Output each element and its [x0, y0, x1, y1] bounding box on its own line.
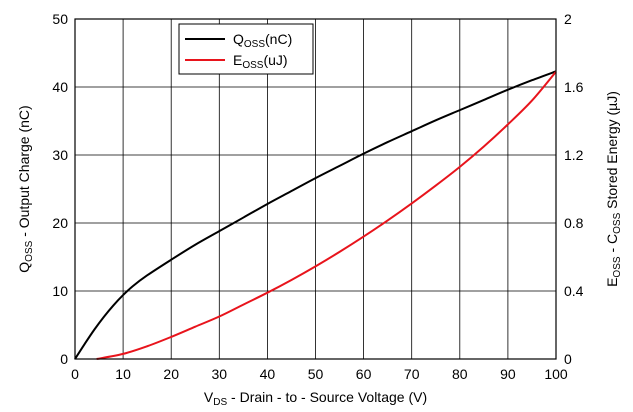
y-left-tick-label: 10	[52, 283, 68, 299]
y-right-tick-label: 0.8	[564, 215, 584, 231]
y-right-tick-label: 0.4	[564, 283, 584, 299]
y-left-tick-label: 40	[52, 79, 68, 95]
series-line-eoss	[96, 71, 557, 360]
series-layer	[74, 70, 557, 360]
legend-label-eoss: EOSS(uJ)	[233, 52, 288, 71]
y-right-axis-title: EOSS - COSS Stored Energy (µJ)	[604, 91, 623, 287]
y-left-tick-label: 0	[60, 351, 68, 367]
y-right-tick-label: 1.2	[564, 147, 584, 163]
legend-label-qoss: QOSS(nC)	[233, 31, 292, 50]
x-tick-label: 20	[163, 366, 179, 382]
x-tick-label: 70	[404, 366, 420, 382]
y-left-tick-label: 20	[52, 215, 68, 231]
y-left-tick-label: 30	[52, 147, 68, 163]
x-tick-label: 60	[356, 366, 372, 382]
grid	[75, 19, 556, 359]
x-tick-label: 80	[452, 366, 468, 382]
x-tick-label: 90	[500, 366, 516, 382]
series-line-qoss	[74, 70, 557, 360]
y-right-tick-label: 0	[564, 351, 572, 367]
legend: QOSS(nC) EOSS(uJ)	[178, 23, 314, 75]
x-tick-label: 0	[71, 366, 79, 382]
x-tick-label: 10	[115, 366, 131, 382]
y-right-tick-label: 2	[564, 11, 572, 27]
y-left-axis-title: QOSS - Output Charge (nC)	[16, 105, 35, 272]
x-tick-label: 40	[260, 366, 276, 382]
x-axis-title: VDS - Drain - to - Source Voltage (V)	[204, 389, 427, 408]
legend-box	[178, 23, 314, 75]
y-left-tick-label: 50	[52, 11, 68, 27]
x-tick-label: 30	[212, 366, 228, 382]
y-right-tick-label: 1.6	[564, 79, 584, 95]
tick-labels: 0 10 20 30 40 50 60 70 80 90 1000102030405000.40.8…	[52, 11, 583, 382]
x-tick-label: 100	[544, 366, 568, 382]
x-tick-label: 50	[308, 366, 324, 382]
plot-frame	[74, 18, 557, 360]
